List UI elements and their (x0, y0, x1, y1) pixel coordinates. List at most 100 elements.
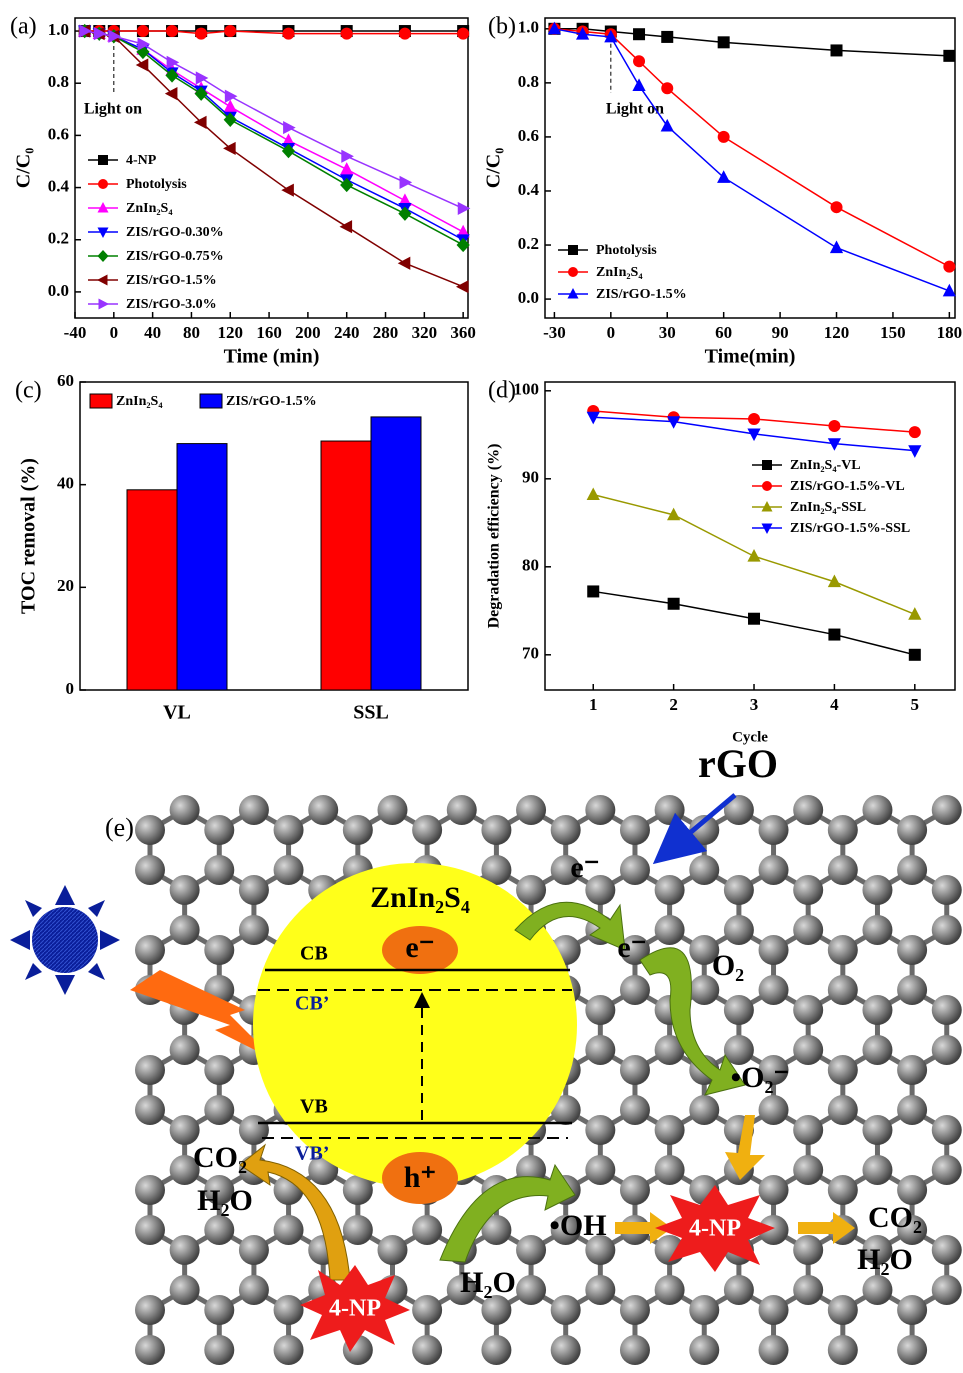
atom (793, 915, 823, 945)
legend-marker (568, 267, 578, 277)
atom (204, 1295, 234, 1325)
legend-label: ZIS/rGO-1.5% (596, 287, 687, 302)
y-tick-label: 60 (57, 371, 74, 390)
atom (620, 1335, 650, 1365)
atom (620, 1175, 650, 1205)
hole-label: h⁺ (404, 1161, 437, 1194)
atom (551, 815, 581, 845)
atom (793, 1035, 823, 1065)
marker (340, 162, 353, 175)
atom (759, 935, 789, 965)
atom (585, 1035, 615, 1065)
legend-label: ZnIn₂S₄ (116, 394, 163, 409)
atom (620, 1295, 650, 1325)
atom (204, 815, 234, 845)
atom (239, 795, 269, 825)
y-tick-label: 40 (57, 474, 74, 493)
legend-label: Photolysis (126, 177, 187, 192)
atom (828, 1175, 858, 1205)
vb-label: VB (300, 1096, 328, 1118)
atom (343, 815, 373, 845)
atom (170, 1235, 200, 1265)
atom (759, 975, 789, 1005)
atom (551, 1335, 581, 1365)
bar (127, 490, 177, 690)
water-label: H₂O (197, 1184, 253, 1217)
bar (177, 444, 227, 690)
atom (481, 1335, 511, 1365)
legend-label: ZIS/rGO-3.0% (126, 297, 217, 312)
marker (908, 445, 921, 458)
x-tick-label: 160 (256, 323, 282, 342)
atom (481, 815, 511, 845)
atom (828, 1095, 858, 1125)
atom (620, 975, 650, 1005)
x-tick-label: 40 (144, 323, 161, 342)
legend-label: ZIS/rGO-0.75% (126, 249, 224, 264)
atom (343, 1215, 373, 1245)
superoxide-label: •O₂⁻ (731, 1061, 790, 1094)
marker (587, 487, 600, 500)
marker (828, 629, 840, 641)
atom (516, 1275, 546, 1305)
atom (655, 875, 685, 905)
atom (932, 1035, 962, 1065)
atom (897, 935, 927, 965)
marker (633, 28, 645, 40)
atom (412, 1295, 442, 1325)
panel-label: (c) (15, 378, 42, 404)
marker (196, 71, 209, 84)
x-tick-label: VL (163, 702, 191, 724)
atom (862, 1035, 892, 1065)
marker (399, 28, 411, 40)
electron-label: e⁻ (617, 931, 646, 964)
pollutant-label: 4-NP (689, 1216, 741, 1242)
legend-label: ZnIn₂S₄ (596, 265, 643, 280)
marker (195, 28, 207, 40)
atom (724, 1275, 754, 1305)
atom (274, 1215, 304, 1245)
sun (10, 885, 120, 995)
marker (748, 613, 760, 625)
atom (793, 1235, 823, 1265)
marker (831, 44, 843, 56)
atom (516, 1235, 546, 1265)
legend-label: Photolysis (596, 243, 657, 258)
marker (587, 585, 599, 597)
legend-label: ZIS/rGO-1.5% (226, 394, 317, 409)
legend-marker (97, 275, 108, 286)
marker (341, 150, 354, 163)
atom (862, 1275, 892, 1305)
atom (412, 1335, 442, 1365)
atom (897, 1295, 927, 1325)
atom (204, 855, 234, 885)
marker (633, 55, 645, 67)
atom (828, 855, 858, 885)
atom (239, 915, 269, 945)
atom (135, 1295, 165, 1325)
atom (828, 815, 858, 845)
atom (862, 1115, 892, 1145)
legend-label: ZIS/rGO-1.5%-SSL (790, 521, 910, 536)
x-axis-label: Time(min) (705, 346, 796, 368)
atom (828, 1055, 858, 1085)
atom (724, 915, 754, 945)
marker (908, 607, 921, 620)
atom (377, 795, 407, 825)
marker (747, 549, 760, 562)
marker (137, 25, 149, 37)
atom (377, 1235, 407, 1265)
atom (897, 975, 927, 1005)
atom (759, 1335, 789, 1365)
atom (759, 1095, 789, 1125)
atom (862, 795, 892, 825)
y-tick-label: 0.6 (518, 126, 539, 145)
atom (759, 815, 789, 845)
atom (689, 855, 719, 885)
atom (759, 1175, 789, 1205)
atom (689, 1295, 719, 1325)
marker (828, 420, 840, 432)
atom (793, 1155, 823, 1185)
atom (274, 1295, 304, 1325)
atom (689, 1095, 719, 1125)
